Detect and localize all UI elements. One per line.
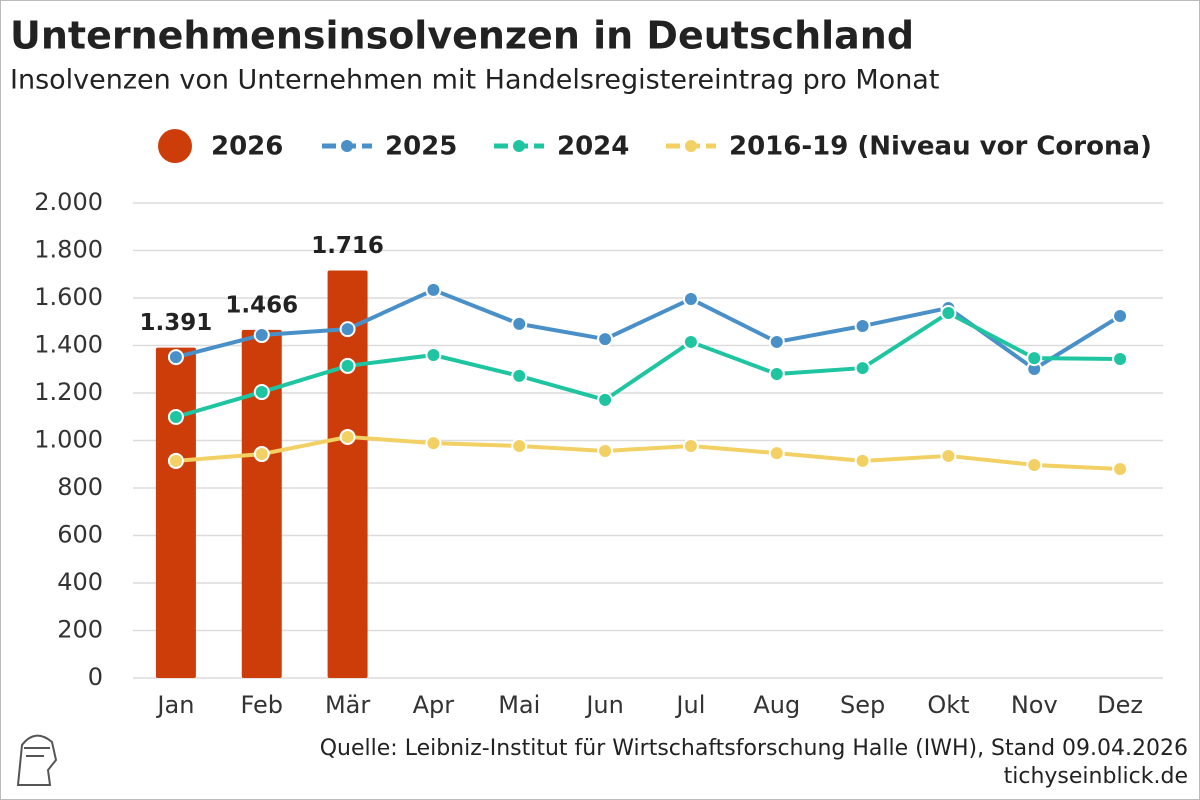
y-tick-label: 400	[57, 568, 103, 596]
legend-label: 2016-19 (Niveau vor Corona)	[729, 132, 1152, 162]
y-tick-label: 1.400	[34, 331, 103, 359]
legend-swatch	[685, 140, 697, 152]
y-tick-label: 200	[57, 616, 103, 644]
point	[1026, 350, 1043, 367]
value-label: 1.716	[311, 233, 384, 259]
chart-title: Unternehmensinsolvenzen in Deutschland	[10, 14, 914, 58]
x-tick-label: Jul	[674, 691, 705, 719]
logo	[16, 734, 58, 786]
point	[768, 366, 785, 382]
point	[1026, 456, 1043, 473]
source: Quelle: Leibniz-Institut für Wirtschafts…	[320, 736, 1188, 761]
point	[339, 321, 356, 338]
point	[682, 437, 699, 454]
y-tick-label: 1.200	[34, 378, 103, 406]
point	[682, 333, 699, 350]
x-tick-label: Okt	[927, 691, 969, 719]
y-tick-label: 0	[88, 663, 103, 691]
bar	[241, 329, 282, 678]
x-tick-label: Apr	[413, 691, 455, 719]
x-tick-label: Nov	[1011, 691, 1058, 719]
point	[1112, 461, 1129, 477]
x-tick-label: Dez	[1097, 691, 1143, 719]
line	[175, 310, 1121, 419]
point	[253, 327, 270, 344]
line	[175, 434, 1121, 471]
site: tichyseinblick.de	[1004, 764, 1188, 789]
point	[597, 331, 614, 348]
point	[597, 442, 614, 459]
x-tick-label: Jun	[584, 691, 624, 719]
point	[339, 428, 356, 445]
point	[1112, 308, 1129, 325]
y-tick-label: 1.000	[34, 426, 103, 454]
x-tick-label: Sep	[840, 691, 885, 719]
point	[425, 347, 442, 363]
point	[167, 408, 184, 425]
point	[511, 367, 528, 384]
y-tick-label: 800	[57, 473, 103, 501]
point	[167, 349, 184, 366]
point	[511, 315, 528, 332]
x-tick-label: Feb	[241, 691, 284, 719]
point	[682, 290, 699, 307]
point	[597, 391, 614, 408]
chart-subtitle: Insolvenzen von Unternehmen mit Handelsr…	[10, 65, 939, 96]
point	[854, 318, 871, 335]
point	[854, 452, 871, 469]
legend-label: 2026	[211, 132, 283, 162]
legend-swatch	[513, 140, 525, 152]
y-tick-label: 2.000	[34, 188, 103, 216]
value-label: 1.391	[140, 310, 213, 336]
x-tick-label: Jan	[155, 691, 194, 719]
bar	[155, 347, 196, 678]
x-tick-label: Mai	[498, 691, 540, 719]
legend-label: 2024	[557, 132, 629, 162]
point	[425, 281, 442, 298]
y-tick-label: 600	[57, 521, 103, 549]
point	[854, 360, 871, 377]
point	[1112, 351, 1129, 368]
x-tick-label: Aug	[753, 691, 800, 719]
point	[511, 437, 528, 454]
y-tick-label: 1.800	[34, 236, 103, 264]
point	[253, 384, 270, 401]
legend-swatch	[341, 140, 353, 152]
point	[940, 304, 957, 321]
line	[175, 287, 1122, 372]
point	[768, 445, 785, 462]
bar	[327, 270, 368, 678]
x-tick-label: Mär	[325, 691, 370, 719]
point	[940, 447, 957, 464]
y-tick-label: 1.600	[34, 283, 103, 311]
value-label: 1.466	[225, 292, 298, 318]
legend-label: 2025	[385, 132, 457, 162]
legend-swatch	[158, 129, 192, 163]
point	[768, 333, 785, 350]
point	[167, 452, 184, 469]
point	[253, 446, 270, 463]
point	[339, 357, 356, 374]
point	[425, 435, 442, 452]
